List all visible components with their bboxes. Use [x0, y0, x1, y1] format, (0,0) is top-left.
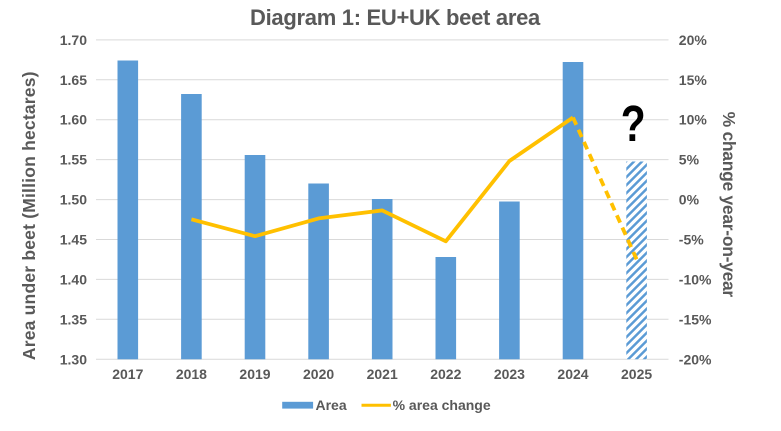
svg-text:2017: 2017 [112, 366, 143, 382]
svg-text:Area: Area [316, 397, 347, 413]
svg-text:1.70: 1.70 [60, 32, 87, 48]
svg-text:2025: 2025 [621, 366, 652, 382]
svg-text:% area change: % area change [393, 397, 491, 413]
svg-text:5%: 5% [679, 152, 700, 168]
svg-text:10%: 10% [679, 112, 708, 128]
svg-text:1.45: 1.45 [60, 232, 87, 248]
svg-text:-10%: -10% [679, 271, 712, 287]
svg-text:Area under beet (Million hecta: Area under beet (Million hectares) [19, 71, 39, 360]
svg-text:15%: 15% [679, 72, 708, 88]
svg-text:1.60: 1.60 [60, 112, 87, 128]
svg-text:2018: 2018 [176, 366, 207, 382]
svg-text:-5%: -5% [679, 232, 704, 248]
svg-text:1.40: 1.40 [60, 271, 87, 287]
svg-text:1.65: 1.65 [60, 72, 87, 88]
svg-text:-15%: -15% [679, 311, 712, 327]
svg-text:1.55: 1.55 [60, 152, 87, 168]
svg-text:1.50: 1.50 [60, 192, 87, 208]
svg-text:2020: 2020 [303, 366, 334, 382]
svg-text:Diagram 1: EU+UK beet area: Diagram 1: EU+UK beet area [250, 5, 541, 30]
svg-text:2019: 2019 [239, 366, 270, 382]
svg-text:% change year-on-year: % change year-on-year [719, 112, 739, 298]
svg-text:1.30: 1.30 [60, 351, 87, 367]
svg-text:0%: 0% [679, 192, 700, 208]
svg-text:2021: 2021 [367, 366, 398, 382]
svg-text:2024: 2024 [557, 366, 588, 382]
svg-text:2023: 2023 [494, 366, 525, 382]
svg-text:2022: 2022 [430, 366, 461, 382]
svg-text:-20%: -20% [679, 351, 712, 367]
svg-text:20%: 20% [679, 32, 708, 48]
svg-text:1.35: 1.35 [60, 311, 87, 327]
svg-text:?: ? [621, 95, 646, 152]
